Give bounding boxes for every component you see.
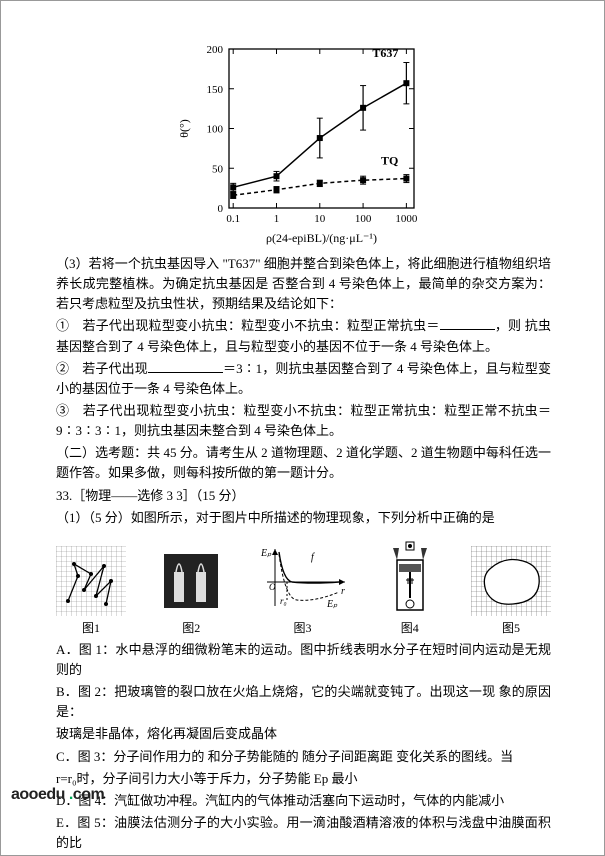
- option-c-line1: C．图 3：分子间作用力的 和分子势能随的 随分子间距离距 变化关系的图线。当: [56, 747, 551, 767]
- svg-text:1: 1: [273, 213, 279, 225]
- svg-text:O: O: [269, 582, 276, 592]
- thumb-label-5: 图5: [471, 619, 551, 636]
- thumb-fig2: 图2: [156, 546, 226, 636]
- svg-text:TQ: TQ: [381, 153, 398, 167]
- q33-part1: （1）（5 分）如图所示，对于图片中所描述的物理现象，下列分析中正确的是: [56, 508, 551, 528]
- svg-text:100: 100: [354, 213, 371, 225]
- q3-intro: （3）若将一个抗虫基因导入 "T637" 细胞并整合到染色体上，将此细胞进行植物…: [56, 254, 551, 314]
- thumb-label-1: 图1: [56, 619, 126, 636]
- svg-text:100: 100: [206, 124, 223, 136]
- option-c-line2: r=r₀时，分子间引力大小等于斥力，分子势能 Ep 最小: [56, 769, 551, 789]
- option-a: A．图 1：水中悬浮的细微粉笔末的运动。图中折线表明水分子在短时间内运动是无规则…: [56, 640, 551, 680]
- svg-text:50: 50: [212, 163, 224, 175]
- thumb-fig4: 图4: [379, 538, 441, 636]
- svg-text:θ(°): θ(°): [177, 119, 191, 138]
- figure-thumbnails: 图1 图2 Eₚ r f Eₚ r₀ O 图3: [56, 538, 551, 636]
- svg-text:0: 0: [217, 203, 223, 215]
- svg-text:r₀: r₀: [280, 596, 287, 606]
- q3-case1: ① 若子代出现粒型变小抗虫：粒型变小不抗虫：粒型正常抗虫＝，则 抗虫基因整合到了…: [56, 316, 551, 356]
- svg-text:10: 10: [314, 213, 326, 225]
- svg-text:150: 150: [206, 84, 223, 96]
- svg-text:Eₚ: Eₚ: [260, 548, 272, 559]
- blank-2: [148, 359, 223, 373]
- svg-text:Eₚ: Eₚ: [326, 599, 338, 610]
- option-d: D．图 4：汽缸做功冲程。汽缸内的气体推动活塞向下运动时，气体的内能减小: [56, 791, 551, 811]
- watermark: aooedu .com: [11, 786, 104, 804]
- q3-case2: ② 若子代出现＝3∶1，则抗虫基因整合到了 4 号染色体上，且与粒型变小的基因位…: [56, 359, 551, 399]
- q3-case3: ③ 若子代出现粒型变小抗虫：粒型变小不抗虫：粒型正常抗虫：粒型正常不抗虫＝9∶3…: [56, 401, 551, 441]
- svg-text:T637: T637: [372, 46, 398, 60]
- thumb-label-3: 图3: [257, 619, 349, 636]
- section-2-heading: （二）选考题：共 45 分。请考生从 2 道物理题、2 道化学题、2 道生物题中…: [56, 443, 551, 483]
- q33-heading: 33.［物理——选修 3 3］（15 分）: [56, 486, 551, 506]
- blank-1: [440, 316, 495, 330]
- thumb-label-4: 图4: [379, 619, 441, 636]
- option-b-line2: 玻璃是非晶体，熔化再凝固后变成晶体: [56, 724, 551, 744]
- svg-text:1000: 1000: [395, 213, 418, 225]
- option-b-line1: B．图 2：把玻璃管的裂口放在火焰上烧熔，它的尖端就变钝了。出现这一现 象的原因…: [56, 682, 551, 722]
- thumb-fig1: 图1: [56, 546, 126, 636]
- thumb-label-2: 图2: [156, 619, 226, 636]
- svg-text:r: r: [341, 586, 345, 597]
- line-chart: 0 50 100 150 200 0.1 1 10 100 1000 ρ(24-epiBL)/(ng…: [174, 31, 434, 246]
- option-e-line1: E．图 5：油膜法估测分子的大小实验。用一滴油酸酒精溶液的体积与浅盘中油膜面积的…: [56, 813, 551, 853]
- svg-text:0.1: 0.1: [226, 213, 240, 225]
- svg-text:200: 200: [206, 44, 223, 56]
- svg-text:ρ(24-epiBL)/(ng·μL⁻¹): ρ(24-epiBL)/(ng·μL⁻¹): [266, 231, 377, 245]
- svg-text:f: f: [311, 552, 315, 563]
- thumb-fig5: 图5: [471, 546, 551, 636]
- thumb-fig3: Eₚ r f Eₚ r₀ O 图3: [257, 544, 349, 636]
